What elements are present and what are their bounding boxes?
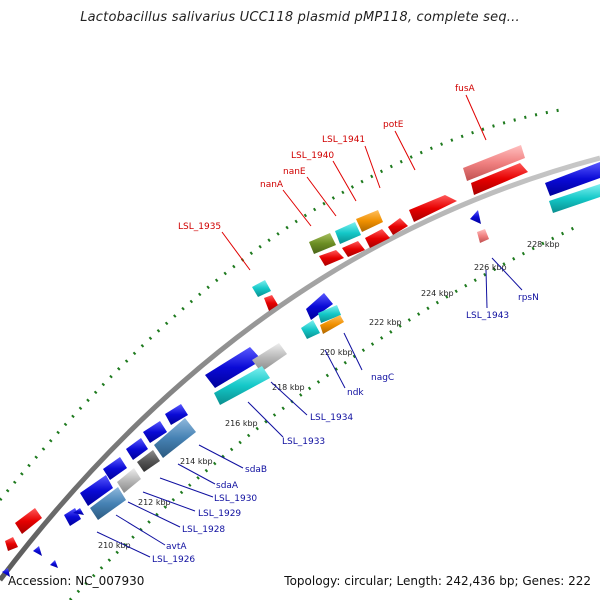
gene-sdaB-blue-2[interactable] <box>143 421 167 443</box>
label-ndk[interactable]: ndk <box>347 388 364 398</box>
gene-sdaB[interactable] <box>154 418 196 458</box>
gene-LSL_1940-orange[interactable] <box>356 210 383 232</box>
topology-summary: Topology: circular; Length: 242,436 bp; … <box>284 574 591 588</box>
gene-nagC[interactable] <box>320 315 344 334</box>
map-title: Lactobacillus salivarius UCC118 plasmid … <box>80 10 520 25</box>
label-LSL_1933[interactable]: LSL_1933 <box>282 437 325 447</box>
gene-left-blue-1[interactable] <box>33 546 42 556</box>
tick-label: 220 kbp <box>320 348 353 357</box>
gene-LSL_1940[interactable] <box>365 229 390 248</box>
gene-fusA[interactable] <box>471 163 528 195</box>
gene-LSL_1934-blue[interactable] <box>205 347 262 388</box>
forward-gene-labels: fusA potE LSL_1941 LSL_1940 nanE nanA LS… <box>178 84 476 232</box>
tick-label: 210 kbp <box>98 541 131 550</box>
gene-potE[interactable] <box>409 195 457 222</box>
label-nagC[interactable]: nagC <box>371 373 394 383</box>
forward-leader-lines <box>221 94 487 271</box>
forward-strand-genes <box>5 145 528 551</box>
gene-nagC-cyan[interactable] <box>318 305 341 323</box>
label-LSL_1928[interactable]: LSL_1928 <box>182 525 225 535</box>
reverse-strand-genes <box>2 293 344 577</box>
gene-avtA-2[interactable] <box>73 508 84 515</box>
tick-label: 214 kbp <box>180 457 213 466</box>
gene-LSL_1933[interactable] <box>214 366 270 405</box>
gene-right-cyan[interactable] <box>549 184 600 213</box>
label-LSL_1926[interactable]: LSL_1926 <box>152 555 195 565</box>
gene-LSL_1929[interactable] <box>117 468 141 493</box>
tick-label: 228 kbp <box>527 240 560 249</box>
gene-LSL_1930-blue[interactable] <box>103 457 127 480</box>
gene-left-red-1[interactable] <box>15 508 42 534</box>
reverse-gene-labels: rpsN LSL_1943 nagC ndk LSL_1934 LSL_1933… <box>152 293 539 565</box>
gene-left-blue-3[interactable] <box>2 568 10 577</box>
gene-rpsN-arrow[interactable] <box>470 210 481 224</box>
label-LSL_1940[interactable]: LSL_1940 <box>291 151 334 161</box>
tick-label: 222 kbp <box>369 318 402 327</box>
gene-ndk-blue[interactable] <box>306 293 333 320</box>
label-avtA[interactable]: avtA <box>166 542 187 552</box>
gene-LSL_1941[interactable] <box>388 218 408 235</box>
gene-left-blue-2[interactable] <box>50 560 58 568</box>
position-ticks: 210 kbp 212 kbp 214 kbp 216 kbp 218 kbp … <box>98 240 560 550</box>
gene-LSL_1935[interactable] <box>264 295 278 311</box>
tick-label: 218 kbp <box>272 383 305 392</box>
gene-nanA-olive[interactable] <box>309 233 336 254</box>
label-LSL_1929[interactable]: LSL_1929 <box>198 509 241 519</box>
label-potE[interactable]: potE <box>383 120 404 130</box>
tick-label: 216 kbp <box>225 419 258 428</box>
label-nanE[interactable]: nanE <box>283 167 306 177</box>
genome-backbone <box>0 155 600 582</box>
label-nanA[interactable]: nanA <box>260 180 284 190</box>
gene-nanA[interactable] <box>319 250 344 266</box>
accession-text: Accession: NC_007930 <box>8 574 145 588</box>
outer-right-genes <box>470 162 600 243</box>
gene-LSL_1928[interactable] <box>90 487 126 520</box>
gene-sdaA-blue[interactable] <box>126 438 148 460</box>
gene-nanE-red[interactable] <box>342 241 365 257</box>
label-fusA[interactable]: fusA <box>455 84 476 94</box>
gene-LSL_1935-cyan[interactable] <box>252 280 271 297</box>
gene-left-red-2[interactable] <box>5 537 18 551</box>
tick-label: 224 kbp <box>421 289 454 298</box>
tick-label: 212 kbp <box>138 498 171 507</box>
gene-LSL_1943-mark[interactable] <box>477 229 489 243</box>
reverse-leader-lines <box>96 257 523 558</box>
gene-sdaB-blue-1[interactable] <box>165 404 188 425</box>
tick-label: 226 kbp <box>474 263 507 272</box>
label-rpsN[interactable]: rpsN <box>518 293 539 303</box>
gene-LSL_1934-grey[interactable] <box>252 343 287 372</box>
gene-sdaA[interactable] <box>137 450 160 472</box>
label-LSL_1935[interactable]: LSL_1935 <box>178 222 221 232</box>
label-LSL_1934[interactable]: LSL_1934 <box>310 413 353 423</box>
gene-right-blue[interactable] <box>545 162 600 196</box>
label-LSL_1941[interactable]: LSL_1941 <box>322 135 365 145</box>
gene-LSL_1928-blue[interactable] <box>80 475 113 506</box>
label-sdaA[interactable]: sdaA <box>216 481 239 491</box>
label-sdaB[interactable]: sdaB <box>245 465 267 475</box>
label-LSL_1930[interactable]: LSL_1930 <box>214 494 257 504</box>
label-LSL_1943[interactable]: LSL_1943 <box>466 311 509 321</box>
gene-ndk[interactable] <box>301 320 320 339</box>
gene-nanE-cyan[interactable] <box>335 222 361 244</box>
gene-fusA-mark[interactable] <box>463 145 525 181</box>
